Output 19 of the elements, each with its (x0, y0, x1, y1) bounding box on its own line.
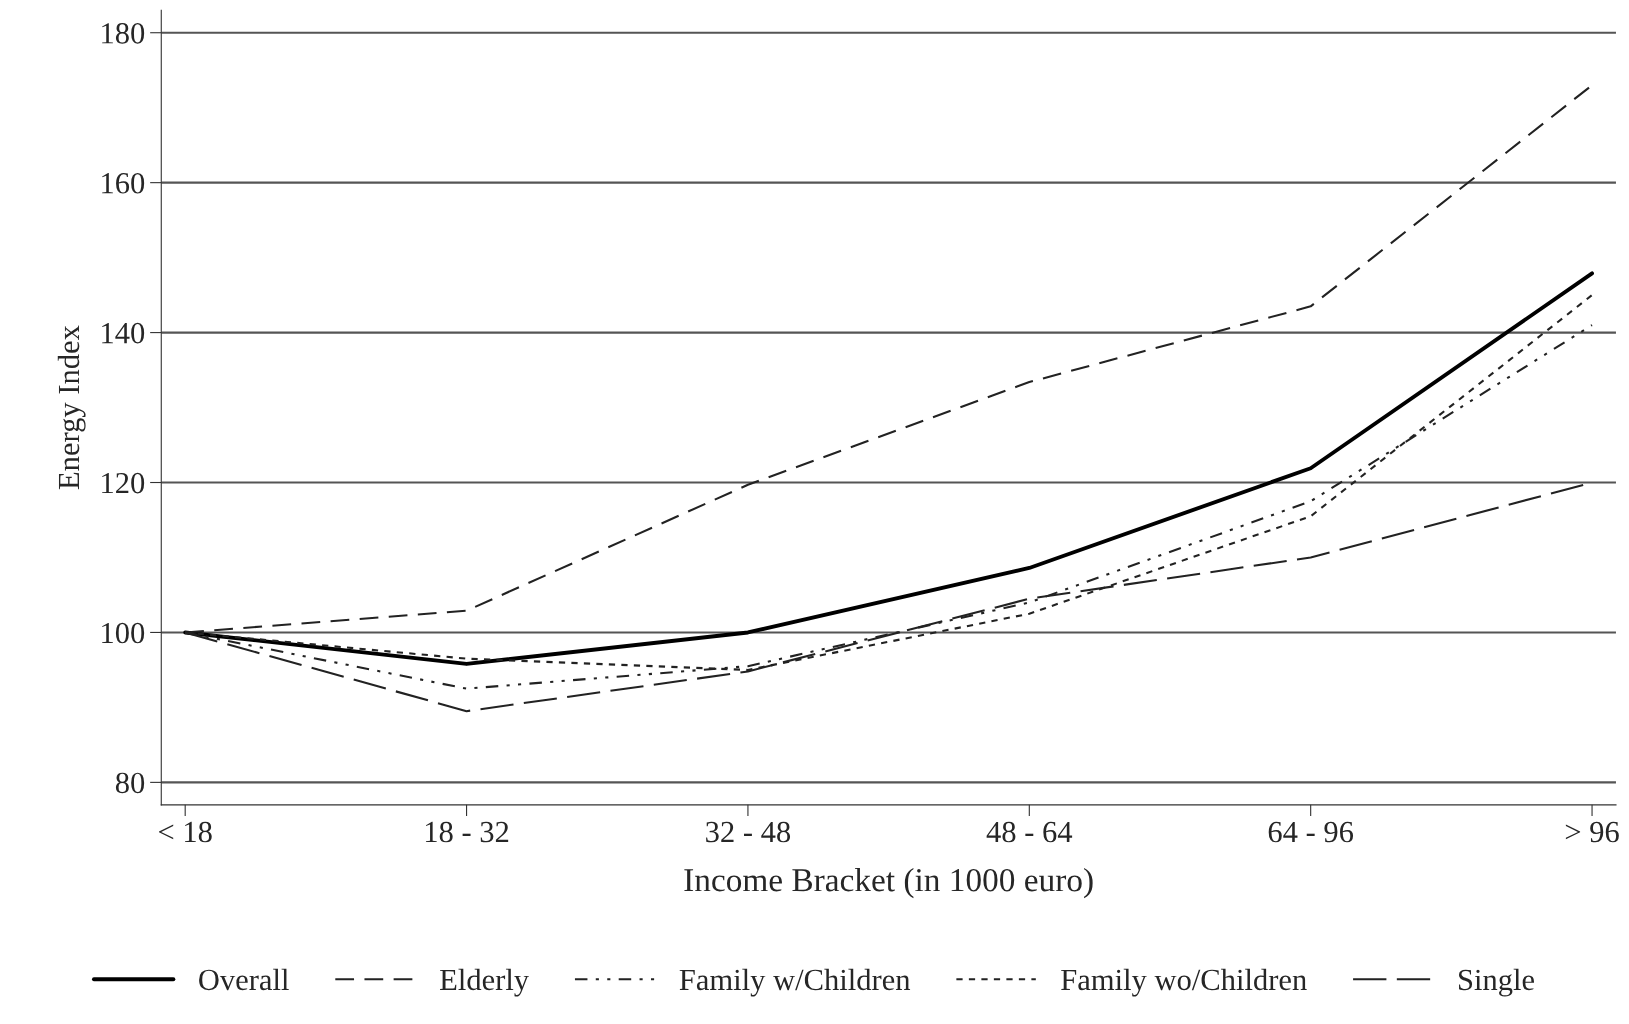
x-tick-label: 32 - 48 (706, 821, 791, 843)
y-axis-title: Energy Index (57, 325, 86, 490)
legend-label: Family w/Children (679, 968, 911, 997)
legend-label: Elderly (440, 968, 529, 997)
x-tick-label: < 18 (159, 821, 212, 843)
x-axis-title: Income Bracket (in 1000 euro) (684, 867, 1093, 899)
legend-label: Single (1459, 968, 1534, 997)
y-tick-label: 160 (102, 172, 145, 194)
legend-label: Family wo/Children (1061, 968, 1307, 997)
y-tick-label: 80 (115, 772, 145, 794)
x-tick-label: 18 - 32 (425, 821, 509, 843)
y-tick-label: 120 (102, 472, 145, 494)
y-tick-label: 100 (102, 622, 145, 644)
y-tick-label: 180 (102, 23, 145, 44)
x-tick-label: > 96 (1565, 821, 1619, 843)
legend-label: Overall (199, 968, 289, 991)
x-tick-label: 64 - 96 (1268, 821, 1354, 843)
y-tick-label: 140 (102, 322, 145, 344)
x-tick-label: 48 - 64 (986, 821, 1073, 843)
